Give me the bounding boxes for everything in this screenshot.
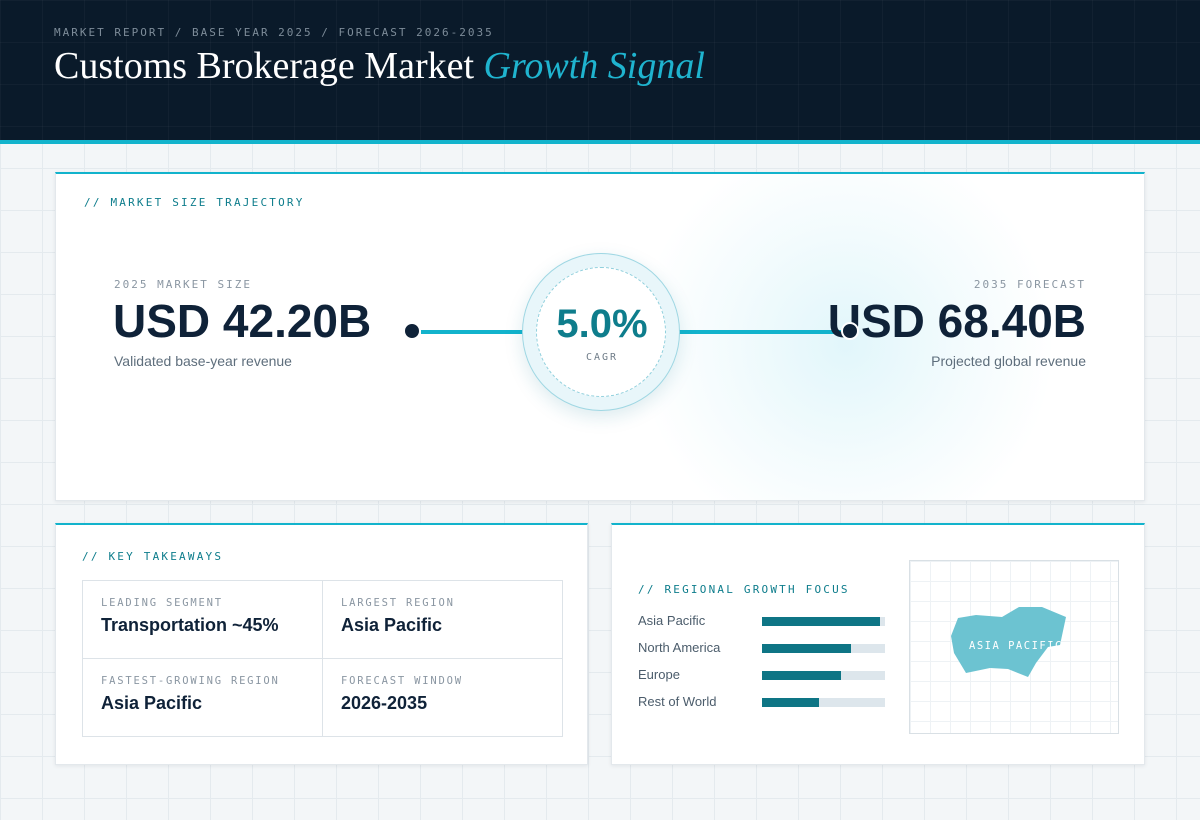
breadcrumb: MARKET REPORT / BASE YEAR 2025 / FORECAS… <box>54 26 494 39</box>
takeaway-largest-region: LARGEST REGION Asia Pacific <box>323 581 563 659</box>
start-subtitle: Validated base-year revenue <box>114 353 292 369</box>
region-bar-track <box>762 617 885 626</box>
region-bar-fill <box>762 644 851 653</box>
region-name: Asia Pacific <box>638 613 706 628</box>
start-caption: 2025 MARKET SIZE <box>114 278 252 291</box>
page-title-accent: Growth Signal <box>483 45 705 87</box>
region-bar-fill <box>762 617 881 626</box>
grid-divider-horizontal <box>83 658 562 659</box>
trajectory-line-right <box>676 330 851 334</box>
region-bar-track <box>762 644 885 653</box>
takeaway-label: LEADING SEGMENT <box>101 597 223 609</box>
end-subtitle: Projected global revenue <box>931 353 1086 369</box>
section-label-regional: // REGIONAL GROWTH FOCUS <box>638 583 850 596</box>
region-bar-fill <box>762 698 819 707</box>
takeaway-forecast-window: FORECAST WINDOW 2026-2035 <box>323 659 563 737</box>
region-map: ASIA PACIFIC <box>909 560 1119 734</box>
end-value: USD 68.40B <box>827 295 1086 347</box>
region-name: Europe <box>638 667 680 682</box>
takeaway-value: 2026-2035 <box>341 693 428 713</box>
takeaway-label: FASTEST-GROWING REGION <box>101 675 280 687</box>
region-row-rest-of-world: Rest of World <box>638 692 888 712</box>
takeaway-leading-segment: LEADING SEGMENT Transportation ~45% <box>83 581 323 659</box>
takeaway-value: Asia Pacific <box>341 615 443 635</box>
trajectory-line-left <box>421 330 526 334</box>
section-label-takeaways: // KEY TAKEAWAYS <box>82 550 224 563</box>
region-bar-track <box>762 698 885 707</box>
map-label: ASIA PACIFIC <box>969 640 1063 652</box>
region-bar-track <box>762 671 885 680</box>
cagr-badge: 5.0% CAGR <box>522 253 680 411</box>
region-row-europe: Europe <box>638 665 888 685</box>
region-name: Rest of World <box>638 694 717 709</box>
region-row-north-america: North America <box>638 638 888 658</box>
report-header: MARKET REPORT / BASE YEAR 2025 / FORECAS… <box>0 0 1200 140</box>
market-size-card: // MARKET SIZE TRAJECTORY 2025 MARKET SI… <box>55 172 1145 501</box>
region-bar-fill <box>762 671 841 680</box>
start-dot <box>403 322 421 340</box>
takeaway-value: Asia Pacific <box>101 693 203 713</box>
region-name: North America <box>638 640 721 655</box>
takeaway-label: LARGEST REGION <box>341 597 455 609</box>
header-accent-bar <box>0 140 1200 144</box>
section-label-trajectory: // MARKET SIZE TRAJECTORY <box>84 196 305 209</box>
takeaway-value: Transportation ~45% <box>101 615 279 635</box>
cagr-label: CAGR <box>585 352 619 363</box>
regional-growth-card: // REGIONAL GROWTH FOCUS Asia Pacific No… <box>611 523 1145 765</box>
key-takeaways-card: // KEY TAKEAWAYS LEADING SEGMENT Transpo… <box>55 523 588 765</box>
takeaways-grid: LEADING SEGMENT Transportation ~45% LARG… <box>82 580 563 737</box>
takeaway-fastest-growing-region: FASTEST-GROWING REGION Asia Pacific <box>83 659 323 737</box>
start-value: USD 42.20B <box>113 295 372 347</box>
end-caption: 2035 FORECAST <box>973 278 1086 291</box>
region-row-asia-pacific: Asia Pacific <box>638 611 888 631</box>
end-dot <box>841 322 859 340</box>
asia-pacific-map-shape <box>951 607 1066 677</box>
cagr-inner-ring: 5.0% CAGR <box>536 267 666 397</box>
page-title: Customs Brokerage Market Growth Signal <box>54 44 705 88</box>
takeaway-label: FORECAST WINDOW <box>341 675 463 687</box>
page-title-main: Customs Brokerage Market <box>54 45 475 87</box>
cagr-value: 5.0% <box>556 302 648 346</box>
